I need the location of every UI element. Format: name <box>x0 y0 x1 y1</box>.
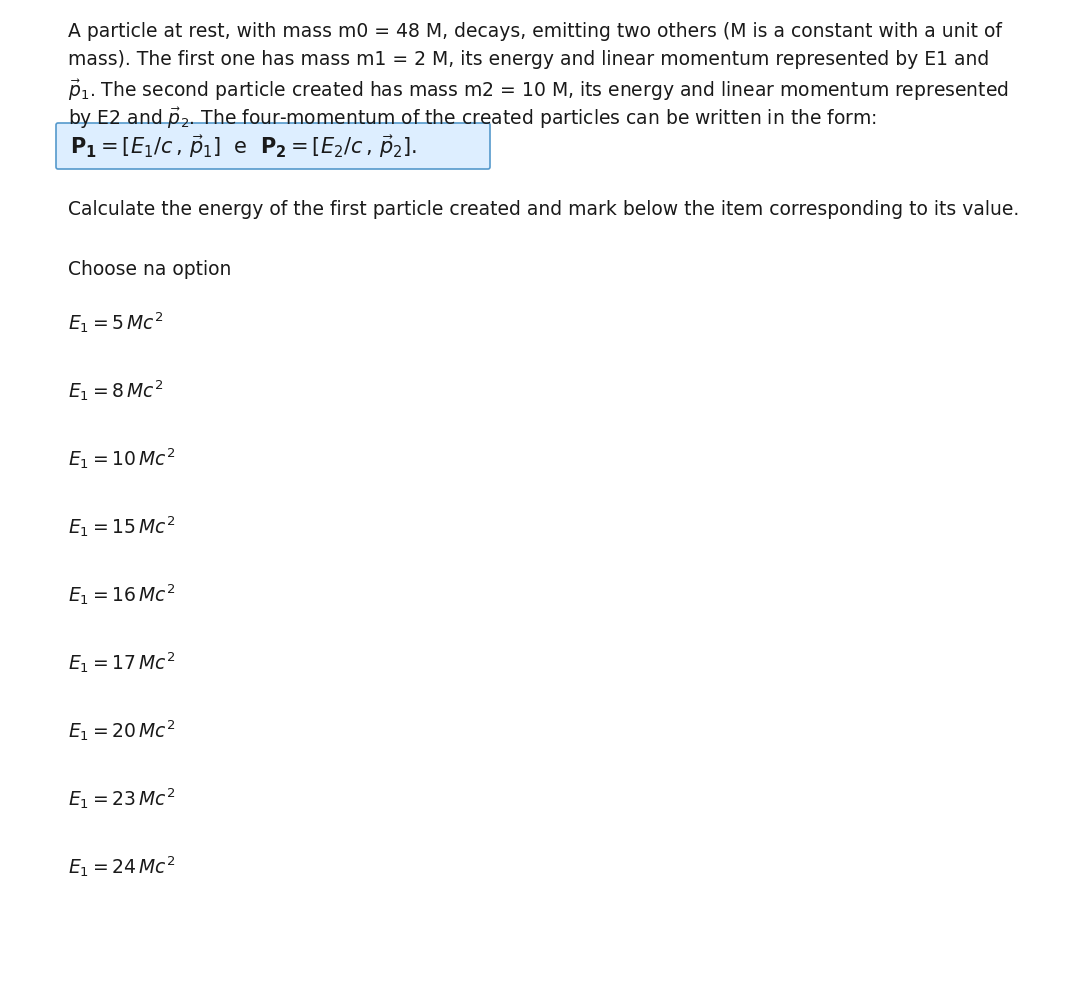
Text: $E_1 = 23\,Mc^2$: $E_1 = 23\,Mc^2$ <box>68 785 175 810</box>
Text: $E_1 = 17\,Mc^2$: $E_1 = 17\,Mc^2$ <box>68 649 175 674</box>
Text: Calculate the energy of the first particle created and mark below the item corre: Calculate the energy of the first partic… <box>68 200 1020 219</box>
Text: $E_1 = 8\,Mc^2$: $E_1 = 8\,Mc^2$ <box>68 378 163 403</box>
Text: $\mathbf{P_1} = [E_1/c\,,\,\vec{p}_1]$  e  $\mathbf{P_2} = [E_2/c\,,\,\vec{p}_2]: $\mathbf{P_1} = [E_1/c\,,\,\vec{p}_1]$ e… <box>70 133 417 160</box>
Text: $\vec{p}_1$. The second particle created has mass m2 = 10 M, its energy and line: $\vec{p}_1$. The second particle created… <box>68 78 1009 103</box>
Text: $E_1 = 16\,Mc^2$: $E_1 = 16\,Mc^2$ <box>68 581 175 606</box>
Text: $E_1 = 15\,Mc^2$: $E_1 = 15\,Mc^2$ <box>68 514 175 539</box>
FancyBboxPatch shape <box>56 124 490 170</box>
Text: mass). The first one has mass m1 = 2 M, its energy and linear momentum represent: mass). The first one has mass m1 = 2 M, … <box>68 50 989 69</box>
Text: by E2 and $\vec{p}_2$. The four-momentum of the created particles can be written: by E2 and $\vec{p}_2$. The four-momentum… <box>68 106 877 131</box>
Text: $E_1 = 5\,Mc^2$: $E_1 = 5\,Mc^2$ <box>68 310 163 334</box>
Text: Choose na option: Choose na option <box>68 259 231 278</box>
Text: $E_1 = 24\,Mc^2$: $E_1 = 24\,Mc^2$ <box>68 853 175 878</box>
Text: $E_1 = 20\,Mc^2$: $E_1 = 20\,Mc^2$ <box>68 718 175 743</box>
Text: A particle at rest, with mass m0 = 48 M, decays, emitting two others (M is a con: A particle at rest, with mass m0 = 48 M,… <box>68 22 1002 41</box>
Text: $E_1 = 10\,Mc^2$: $E_1 = 10\,Mc^2$ <box>68 445 175 470</box>
